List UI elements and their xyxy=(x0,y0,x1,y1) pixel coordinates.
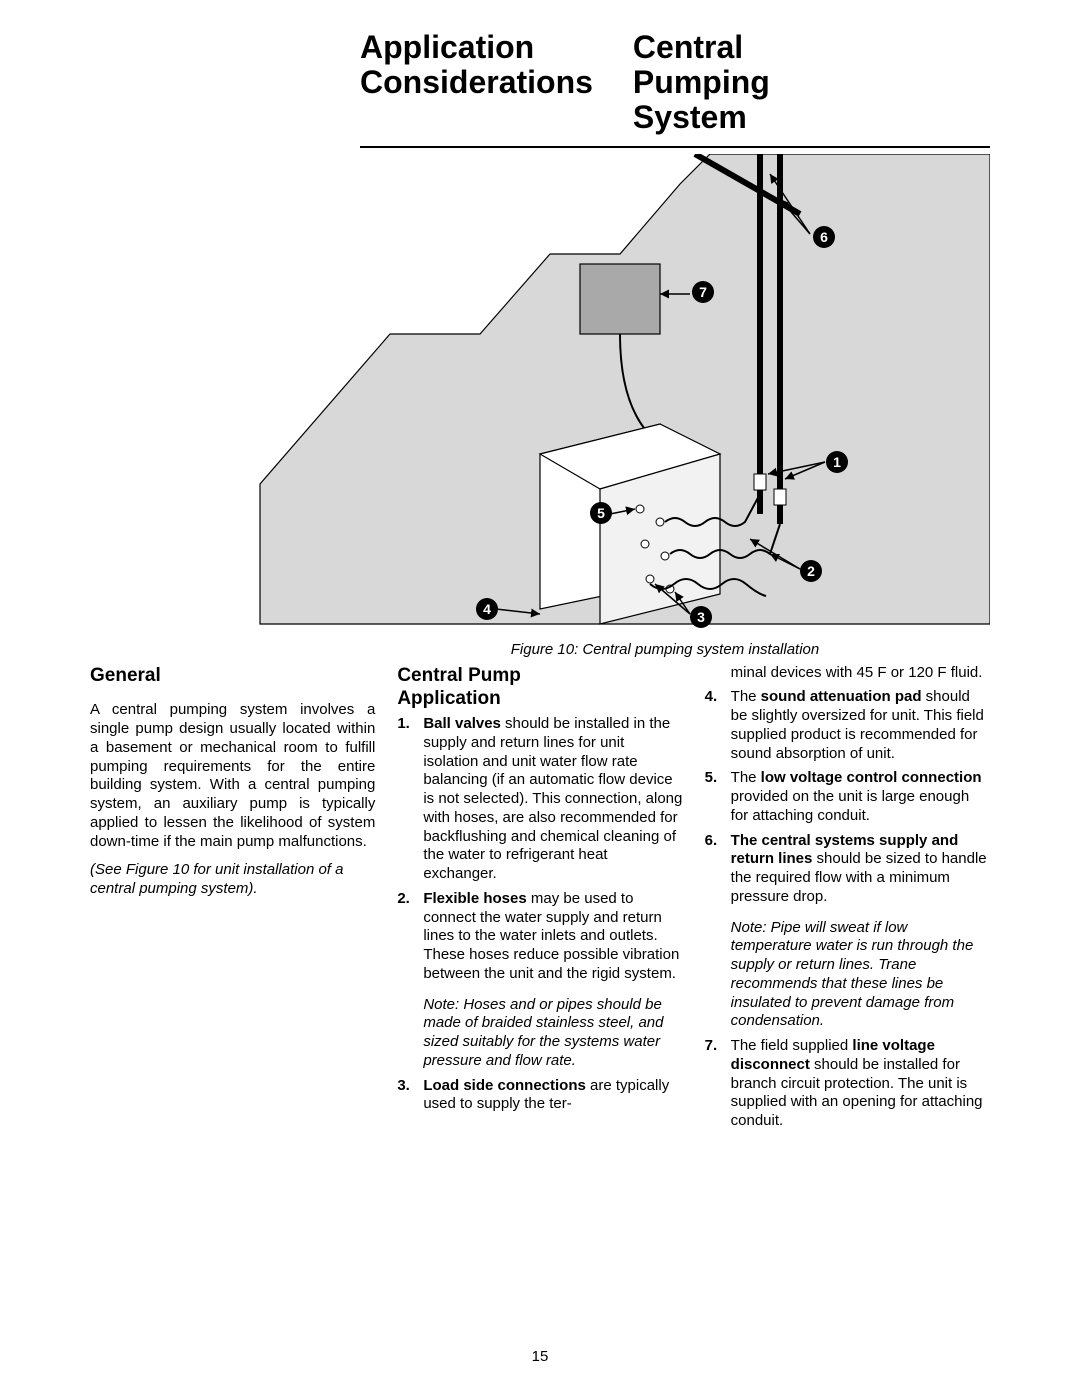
figure: 6 7 1 2 3 4 5 Figure 10: Central pumping… xyxy=(240,154,990,658)
figure-svg xyxy=(240,154,990,634)
item-pre: The field supplied xyxy=(731,1037,853,1054)
list-item: Flexible hoses may be used to connect th… xyxy=(397,890,682,1071)
list-item: The field supplied line voltage disconne… xyxy=(705,1037,990,1131)
item-bold: sound attenuation pad xyxy=(761,688,922,705)
page-number: 15 xyxy=(0,1348,1080,1365)
col1-p2: (See Figure 10 for unit installation of … xyxy=(90,861,375,899)
callout-5: 5 xyxy=(590,502,612,524)
junction-box xyxy=(580,264,660,334)
figure-caption: Figure 10: Central pumping system instal… xyxy=(340,641,990,658)
list-item: The central systems supply and return li… xyxy=(705,832,990,1032)
item-pre: The xyxy=(731,688,761,705)
item-bold: Load side connections xyxy=(423,1077,586,1094)
col3-continue: minal devices with 45 F or 120 F fluid. xyxy=(705,664,990,683)
column-1: General A central pumping system involve… xyxy=(90,664,375,1137)
col1-heading: General xyxy=(90,664,375,688)
page: ApplicationConsiderations CentralPumping… xyxy=(0,0,1080,1397)
item-bold: Flexible hoses xyxy=(423,890,526,907)
list-item: Ball valves should be installed in the s… xyxy=(397,715,682,884)
body-columns: General A central pumping system involve… xyxy=(90,664,990,1137)
callout-2: 2 xyxy=(800,560,822,582)
col2-heading: Central PumpApplication xyxy=(397,664,682,712)
page-header: ApplicationConsiderations CentralPumping… xyxy=(360,30,990,136)
list-item: The low voltage control connection provi… xyxy=(705,769,990,825)
header-left: ApplicationConsiderations xyxy=(360,30,593,136)
item-text: provided on the unit is large enough for… xyxy=(731,788,970,824)
column-2: Central PumpApplication Ball valves shou… xyxy=(397,664,682,1137)
callout-1: 1 xyxy=(826,451,848,473)
column-3: minal devices with 45 F or 120 F fluid. … xyxy=(705,664,990,1137)
item-pre: The xyxy=(731,769,761,786)
col1-p1: A central pumping system involves a sing… xyxy=(90,701,375,851)
col3-list: The sound attenuation pad should be slig… xyxy=(705,688,990,1131)
callout-7: 7 xyxy=(692,281,714,303)
callout-4: 4 xyxy=(476,598,498,620)
item-bold: low voltage control connection xyxy=(761,769,982,786)
item-note: Note: Pipe will sweat if low temperature… xyxy=(731,919,990,1032)
list-item: Load side connections are typically used… xyxy=(397,1077,682,1115)
header-right: CentralPumpingSystem xyxy=(633,30,770,136)
item-note: Note: Hoses and or pipes should be made … xyxy=(423,996,682,1071)
callout-6: 6 xyxy=(813,226,835,248)
col2-list: Ball valves should be installed in the s… xyxy=(397,715,682,1114)
item-text: should be installed in the supply and re… xyxy=(423,715,682,882)
list-item: The sound attenuation pad should be slig… xyxy=(705,688,990,763)
item-bold: Ball valves xyxy=(423,715,501,732)
callout-3: 3 xyxy=(690,606,712,628)
header-rule xyxy=(360,146,990,148)
unit-cube xyxy=(540,424,720,624)
